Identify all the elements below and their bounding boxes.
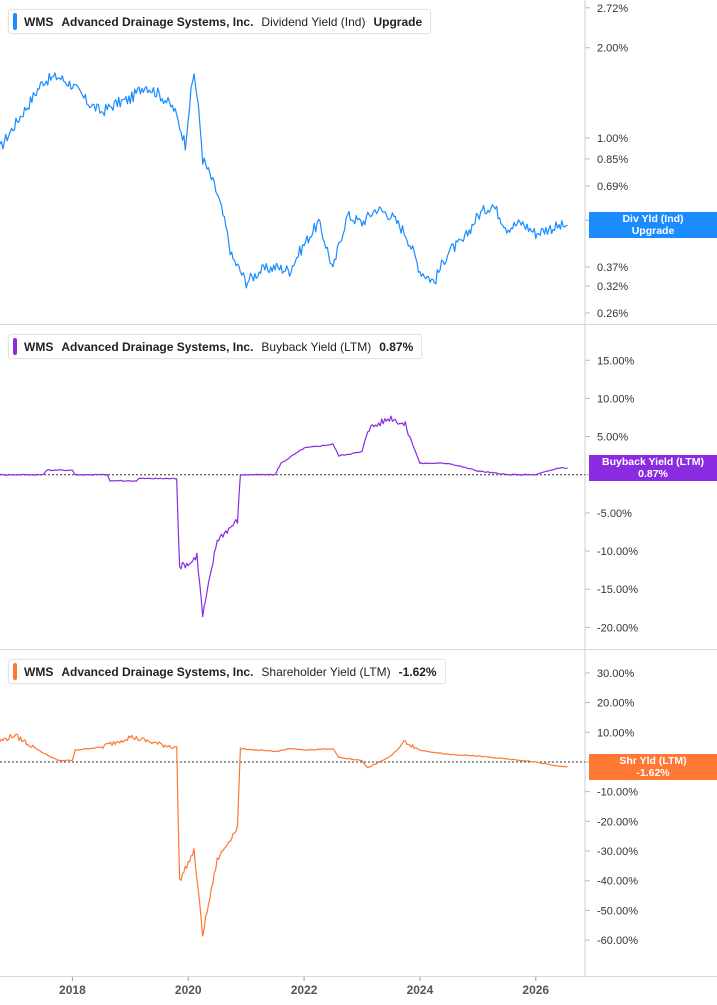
y-tick-label: -15.00% <box>597 584 638 596</box>
y-tick-label: 0.26% <box>597 308 628 320</box>
tag-value: Upgrade <box>631 225 675 238</box>
y-tick-label: -10.00% <box>597 546 638 558</box>
legend-ticker: WMS <box>24 339 54 354</box>
y-tick-label: 10.00% <box>597 727 635 739</box>
tag-value: 0.87% <box>638 468 668 481</box>
buyback-yield-legend[interactable]: WMS Advanced Drainage Systems, Inc. Buyb… <box>8 334 423 359</box>
panel-divider-1 <box>0 324 717 325</box>
y-tick-label: 2.00% <box>597 43 628 55</box>
y-tick-label: -40.00% <box>597 876 638 888</box>
buyback-yield-tag: Buyback Yield (LTM) 0.87% <box>589 455 717 482</box>
legend-company: Advanced Drainage Systems, Inc. <box>61 339 254 354</box>
x-tick-label: 2018 <box>59 983 86 997</box>
x-tick-label: 2024 <box>407 983 434 997</box>
dividend-yield-tag: Div Yld (Ind) Upgrade <box>589 212 717 239</box>
legend-ticker: WMS <box>24 664 54 679</box>
buyback-yield-line <box>0 415 568 618</box>
legend-value: 0.87% <box>379 339 414 354</box>
panel-divider-2 <box>0 649 717 650</box>
y-tick-label: 15.00% <box>597 355 635 367</box>
legend-value: -1.62% <box>398 664 437 679</box>
tag-value: -1.62% <box>636 766 670 779</box>
legend-company: Advanced Drainage Systems, Inc. <box>61 14 254 29</box>
shareholder-yield-swatch <box>13 663 17 680</box>
dividend-yield-legend[interactable]: WMS Advanced Drainage Systems, Inc. Divi… <box>8 9 432 34</box>
y-tick-label: 0.32% <box>597 281 628 293</box>
legend-metric: Buyback Yield (LTM) <box>261 339 372 354</box>
y-tick-label: -20.00% <box>597 816 638 828</box>
y-tick-label: 0.85% <box>597 154 628 166</box>
y-tick-label: 10.00% <box>597 393 635 405</box>
x-tick-label: 2020 <box>175 983 202 997</box>
x-tick-label: 2022 <box>291 983 318 997</box>
y-tick-label: 0.69% <box>597 181 628 193</box>
y-tick-label: 0.37% <box>597 262 628 274</box>
legend-ticker: WMS <box>24 14 54 29</box>
y-tick-label: -5.00% <box>597 508 632 520</box>
y-tick-label: 20.00% <box>597 698 635 710</box>
y-tick-label: 2.72% <box>597 3 628 15</box>
y-tick-label: -10.00% <box>597 787 638 799</box>
legend-value[interactable]: Upgrade <box>373 14 423 29</box>
x-tick-label: 2026 <box>522 983 549 997</box>
y-tick-label: 30.00% <box>597 668 635 680</box>
y-tick-label: -30.00% <box>597 846 638 858</box>
tag-label: Div Yld (Ind) <box>622 213 684 226</box>
x-axis-divider <box>0 976 717 977</box>
dividend-yield-line <box>0 72 568 289</box>
y-tick-label: 1.00% <box>597 133 628 145</box>
shareholder-yield-tag: Shr Yld (LTM) -1.62% <box>589 753 717 780</box>
legend-metric: Dividend Yield (Ind) <box>261 14 366 29</box>
y-tick-label: -60.00% <box>597 935 638 947</box>
tag-label: Shr Yld (LTM) <box>619 754 687 767</box>
legend-company: Advanced Drainage Systems, Inc. <box>61 664 254 679</box>
y-tick-label: -20.00% <box>597 622 638 634</box>
legend-metric: Shareholder Yield (LTM) <box>261 664 391 679</box>
dividend-yield-swatch <box>13 13 17 30</box>
shareholder-yield-legend[interactable]: WMS Advanced Drainage Systems, Inc. Shar… <box>8 659 446 684</box>
y-tick-label: -50.00% <box>597 905 638 917</box>
buyback-yield-swatch <box>13 338 17 355</box>
shareholder-yield-line <box>0 733 568 937</box>
y-tick-label: 5.00% <box>597 432 628 444</box>
tag-label: Buyback Yield (LTM) <box>602 456 704 469</box>
